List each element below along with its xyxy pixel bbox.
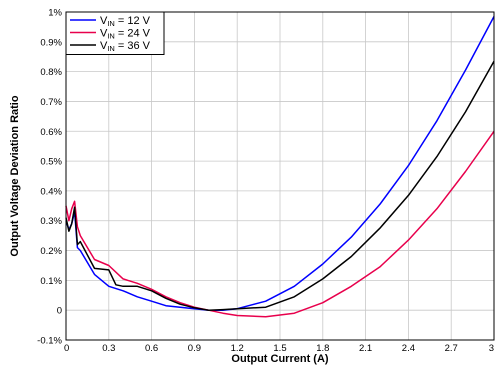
x-tick-label: 0 bbox=[64, 343, 69, 354]
y-tick-label: 0.5% bbox=[40, 157, 62, 168]
legend-label: VIN = 36 V bbox=[100, 40, 151, 53]
series-line-2 bbox=[65, 130, 495, 318]
y-tick-label: 0.4% bbox=[40, 186, 62, 197]
series-line-1 bbox=[65, 16, 495, 311]
x-tick-label: 0.3 bbox=[102, 343, 115, 354]
y-tick-label: 0.7% bbox=[40, 97, 62, 108]
y-tick-label: 0.3% bbox=[40, 216, 62, 227]
series-line-3 bbox=[65, 60, 495, 311]
y-tick-label: 0.6% bbox=[40, 127, 62, 138]
y-tick-label: -0.1% bbox=[37, 336, 62, 347]
plot-frame bbox=[65, 11, 495, 341]
x-tick-label: 1.5 bbox=[273, 343, 286, 354]
series-lines bbox=[65, 16, 495, 318]
y-tick-label: 1% bbox=[48, 8, 62, 19]
y-tick-label: 0.8% bbox=[40, 67, 62, 78]
y-tick-label: 0.9% bbox=[40, 37, 62, 48]
y-tick-label: 0 bbox=[57, 306, 62, 317]
x-tick-label: 1.2 bbox=[231, 343, 244, 354]
grid bbox=[65, 11, 495, 341]
y-tick-label: 0.2% bbox=[40, 246, 62, 257]
x-tick-label: 2.7 bbox=[445, 343, 458, 354]
legend-label: VIN = 12 V bbox=[100, 15, 151, 28]
x-tick-label: 0.6 bbox=[145, 343, 158, 354]
x-tick-label: 3 bbox=[489, 343, 494, 354]
x-tick-label: 2.1 bbox=[359, 343, 372, 354]
x-tick-label: 2.4 bbox=[402, 343, 415, 354]
x-tick-label: 1.8 bbox=[316, 343, 329, 354]
x-tick-label: 0.9 bbox=[188, 343, 201, 354]
y-axis-title: Output Voltage Deviation Ratio bbox=[9, 95, 21, 256]
legend-label: VIN = 24 V bbox=[100, 28, 151, 41]
y-tick-label: 0.1% bbox=[40, 276, 62, 287]
x-axis-title: Output Current (A) bbox=[231, 353, 328, 365]
tick-labels: 0 0.3 0.6 0.9 1.2 1.5 1.8 2.1 2.4 2.7 3-0.1%00.1%0… bbox=[37, 8, 494, 355]
